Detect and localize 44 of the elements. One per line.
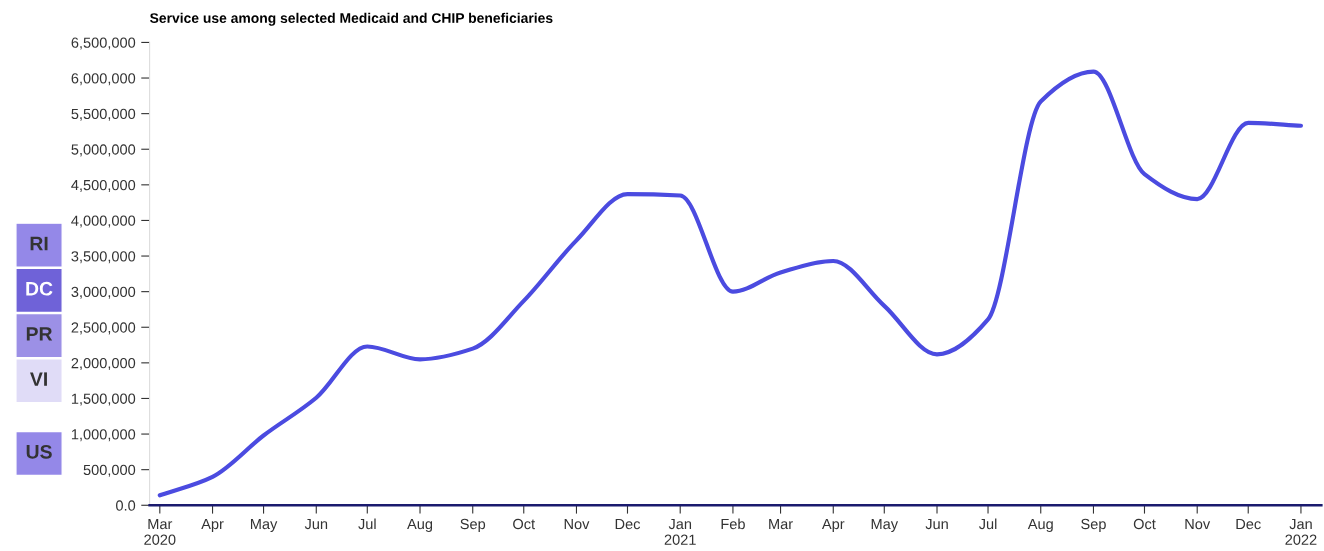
chart-title: Service use among selected Medicaid and CHIP beneficiaries bbox=[150, 12, 553, 26]
y-tick-label: 2,000,000 bbox=[71, 357, 136, 371]
x-tick-label: Feb bbox=[721, 518, 745, 530]
x-tick-label: Dec bbox=[1236, 519, 1261, 530]
x-tick-label: Jan 2021 bbox=[664, 519, 696, 545]
y-tick-label: 5,000,000 bbox=[71, 144, 136, 157]
y-tick-label: 6,500,000 bbox=[71, 37, 136, 50]
x-tick-label: Aug bbox=[1027, 519, 1053, 533]
x-tick-label: Jan 2022 bbox=[1285, 519, 1317, 545]
x-tick-label: Mar bbox=[769, 519, 793, 530]
x-tick-label: Jul bbox=[978, 518, 997, 530]
text: VI bbox=[30, 372, 47, 386]
x-tick-label: Apr bbox=[201, 519, 224, 533]
y-tick-label: 6,000,000 bbox=[71, 73, 136, 86]
x-tick-label: Aug bbox=[407, 519, 433, 533]
y-tick-label: 500,000 bbox=[83, 464, 136, 477]
x-tick-label: Nov bbox=[1185, 519, 1211, 530]
text: US bbox=[26, 444, 52, 459]
y-tick-label: 4,500,000 bbox=[71, 179, 136, 192]
x-tick-label: Sep bbox=[1081, 518, 1106, 533]
x-tick-label: Mar 2020 bbox=[144, 519, 176, 545]
y-tick-label: 1,000,000 bbox=[71, 429, 136, 442]
y-tick-label: 3,000,000 bbox=[71, 286, 136, 299]
x-tick-label: Oct bbox=[1133, 518, 1156, 530]
x-tick-label: Jun bbox=[304, 519, 328, 530]
x-tick-label: Nov bbox=[564, 519, 590, 530]
x-tick-label: May bbox=[250, 519, 278, 533]
x-tick-label: Sep bbox=[460, 518, 486, 533]
x-tick-label: Jul bbox=[358, 518, 376, 530]
y-tick-label: 3,500,000 bbox=[71, 251, 136, 264]
text: PR bbox=[26, 327, 53, 341]
x-tick-label: May bbox=[871, 519, 899, 533]
x-tick-label: Dec bbox=[615, 519, 641, 530]
x-tick-label: Jun bbox=[925, 519, 948, 530]
x-tick-label: Oct bbox=[513, 518, 535, 530]
y-tick-label: 1,500,000 bbox=[71, 393, 136, 406]
text: RI bbox=[30, 236, 48, 251]
x-tick-label: Apr bbox=[821, 519, 845, 533]
y-tick-label: 2,500,000 bbox=[71, 322, 136, 335]
line-series bbox=[157, 69, 1304, 498]
y-tick-label: 5,500,000 bbox=[71, 108, 136, 121]
y-tick-label: 4,000,000 bbox=[71, 215, 136, 228]
y-tick-label: 0.0 bbox=[116, 500, 136, 511]
text: DC bbox=[26, 281, 53, 296]
